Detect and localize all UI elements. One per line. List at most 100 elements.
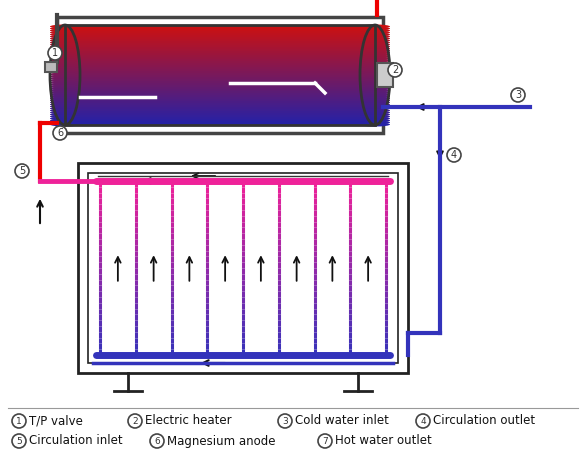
Ellipse shape <box>360 95 390 99</box>
Text: 5: 5 <box>16 437 22 446</box>
Ellipse shape <box>360 34 390 39</box>
Ellipse shape <box>50 62 80 67</box>
Circle shape <box>318 434 332 448</box>
Bar <box>65 97 375 100</box>
Ellipse shape <box>50 55 80 58</box>
Bar <box>65 37 375 40</box>
Text: Magnesium anode: Magnesium anode <box>167 435 275 448</box>
Ellipse shape <box>360 111 390 114</box>
Ellipse shape <box>50 33 80 37</box>
Ellipse shape <box>360 77 390 80</box>
Bar <box>65 51 375 54</box>
Ellipse shape <box>50 105 80 108</box>
Bar <box>65 87 375 90</box>
Ellipse shape <box>360 62 390 67</box>
Ellipse shape <box>360 74 390 78</box>
Ellipse shape <box>50 52 80 56</box>
Ellipse shape <box>360 102 390 106</box>
Ellipse shape <box>360 80 390 84</box>
Ellipse shape <box>360 101 390 105</box>
Ellipse shape <box>50 50 80 55</box>
Text: Circulation outlet: Circulation outlet <box>433 414 535 427</box>
Ellipse shape <box>360 106 390 111</box>
Ellipse shape <box>360 30 390 34</box>
Ellipse shape <box>360 112 390 117</box>
Ellipse shape <box>360 45 390 49</box>
Ellipse shape <box>360 71 390 74</box>
Ellipse shape <box>50 77 80 80</box>
Ellipse shape <box>50 65 80 68</box>
Text: Cold water inlet: Cold water inlet <box>295 414 389 427</box>
Ellipse shape <box>360 56 390 61</box>
Ellipse shape <box>360 105 390 108</box>
Bar <box>78 163 408 373</box>
Bar <box>65 27 375 30</box>
Ellipse shape <box>360 68 390 73</box>
Bar <box>65 63 375 66</box>
Ellipse shape <box>360 83 390 86</box>
Bar <box>88 173 398 363</box>
Text: Circulation inlet: Circulation inlet <box>29 435 122 448</box>
Text: 2: 2 <box>132 416 138 425</box>
Circle shape <box>278 414 292 428</box>
Bar <box>65 115 375 118</box>
Ellipse shape <box>360 43 390 46</box>
Text: 2: 2 <box>392 65 398 75</box>
Ellipse shape <box>50 117 80 121</box>
Ellipse shape <box>50 37 80 40</box>
Bar <box>65 121 375 124</box>
Bar <box>377 63 393 87</box>
Ellipse shape <box>360 114 390 118</box>
Ellipse shape <box>360 50 390 55</box>
Text: Electric heater: Electric heater <box>145 414 231 427</box>
Bar <box>65 111 375 114</box>
Text: 7: 7 <box>322 437 328 446</box>
Circle shape <box>48 46 62 60</box>
Ellipse shape <box>360 93 390 96</box>
Ellipse shape <box>360 58 390 62</box>
Ellipse shape <box>50 111 80 114</box>
Ellipse shape <box>360 78 390 83</box>
Bar <box>65 91 375 94</box>
Ellipse shape <box>360 52 390 56</box>
Bar <box>65 75 375 78</box>
Ellipse shape <box>360 65 390 68</box>
Ellipse shape <box>50 74 80 78</box>
Ellipse shape <box>360 67 390 71</box>
Text: 1: 1 <box>16 416 22 425</box>
Ellipse shape <box>50 45 80 49</box>
Ellipse shape <box>50 34 80 39</box>
Circle shape <box>12 414 26 428</box>
Circle shape <box>416 414 430 428</box>
Text: 6: 6 <box>57 128 63 138</box>
Ellipse shape <box>360 40 390 45</box>
Bar <box>65 79 375 82</box>
Ellipse shape <box>50 27 80 30</box>
Bar <box>45 62 57 72</box>
Bar <box>65 53 375 56</box>
Bar <box>65 61 375 64</box>
Bar <box>65 35 375 38</box>
Bar <box>65 81 375 84</box>
Ellipse shape <box>50 78 80 83</box>
Ellipse shape <box>50 102 80 106</box>
Text: 5: 5 <box>19 166 25 176</box>
Bar <box>65 41 375 44</box>
Ellipse shape <box>360 28 390 33</box>
Bar <box>65 101 375 104</box>
Text: 4: 4 <box>451 150 457 160</box>
Ellipse shape <box>50 86 80 90</box>
Ellipse shape <box>50 56 80 61</box>
Ellipse shape <box>50 106 80 111</box>
Ellipse shape <box>50 49 80 52</box>
Ellipse shape <box>360 89 390 93</box>
Ellipse shape <box>50 114 80 118</box>
Text: 6: 6 <box>154 437 160 446</box>
Bar <box>65 103 375 106</box>
Ellipse shape <box>360 24 390 28</box>
Text: 3: 3 <box>282 416 288 425</box>
Bar <box>65 71 375 74</box>
Ellipse shape <box>360 84 390 89</box>
Bar <box>65 31 375 34</box>
Ellipse shape <box>50 99 80 102</box>
